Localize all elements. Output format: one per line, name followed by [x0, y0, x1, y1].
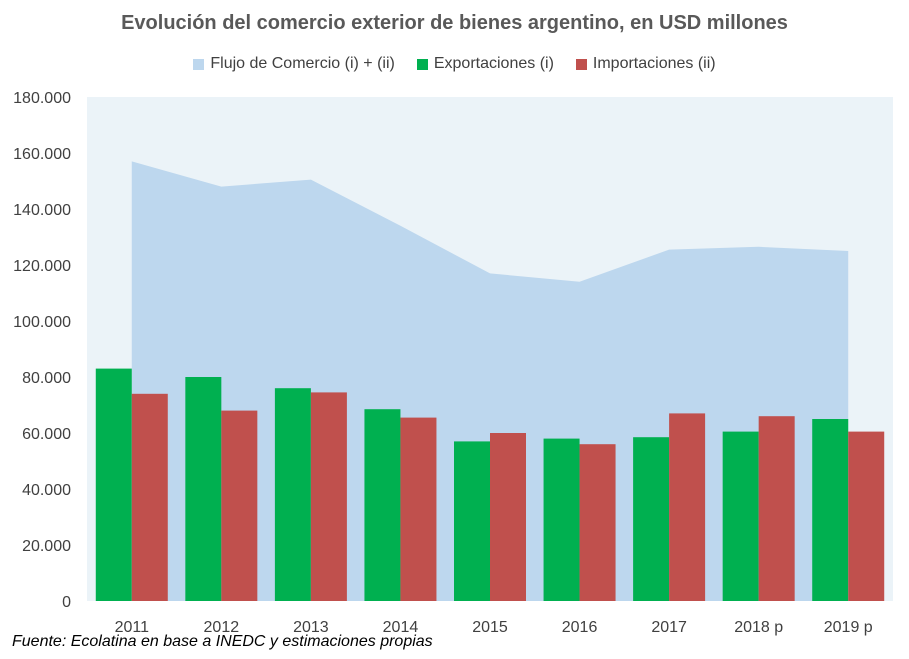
bar-importaciones-2016	[579, 444, 616, 601]
x-tick-label: 2017	[651, 619, 687, 636]
y-tick-label: 20.000	[22, 538, 71, 555]
y-tick-label: 120.000	[13, 258, 71, 275]
bar-importaciones-2011	[131, 393, 168, 601]
y-axis: 0 20.000 40.000 60.000 80.000 100.000 120.000 1…	[13, 90, 71, 611]
legend-swatch-exportaciones	[416, 58, 428, 70]
bars-layer	[95, 368, 885, 601]
bar-exportaciones-2014	[364, 409, 401, 601]
legend-swatch-flujo	[193, 58, 205, 70]
y-tick-label: 80.000	[22, 370, 71, 387]
x-tick-label: 2011	[115, 619, 150, 636]
legend-item-flujo: Flujo de Comercio (i) + (ii)	[193, 55, 395, 73]
source-note: Fuente: Ecolatina en base a INEDC y esti…	[12, 633, 433, 650]
legend-swatch-importaciones	[575, 58, 587, 70]
bar-exportaciones-2017	[633, 437, 670, 601]
y-tick-label: 160.000	[13, 146, 71, 163]
x-tick-label: 2012	[204, 619, 240, 636]
y-tick-label: 140.000	[13, 202, 71, 219]
bar-importaciones-2017	[669, 413, 706, 601]
y-tick-label: 180.000	[13, 90, 71, 107]
x-tick-label: 2019 p	[824, 619, 873, 636]
legend-label-importaciones: Importaciones (ii)	[592, 55, 716, 72]
x-tick-label: 2015	[472, 619, 508, 636]
chart-title: Evolución del comercio exterior de biene…	[121, 12, 788, 34]
bar-importaciones-2015	[490, 433, 526, 601]
bar-exportaciones-2016	[543, 438, 580, 601]
bar-importaciones-2019-p	[848, 431, 885, 601]
x-axis: 2011 2012 2013 2014 2015 2016 2017 2018 p 2019 p	[115, 619, 873, 636]
y-tick-label: 60.000	[22, 426, 71, 443]
x-tick-label: 2018 p	[734, 619, 783, 636]
legend-label-flujo: Flujo de Comercio (i) + (ii)	[210, 55, 395, 72]
bar-importaciones-2012	[221, 410, 258, 601]
bar-exportaciones-2019-p	[812, 419, 849, 601]
y-tick-label: 0	[62, 594, 71, 611]
chart-legend: Flujo de Comercio (i) + (ii) Exportacion…	[0, 55, 909, 73]
legend-item-exportaciones: Exportaciones (i)	[416, 55, 554, 73]
bar-exportaciones-2011	[95, 368, 132, 601]
bar-importaciones-2014	[400, 417, 437, 601]
legend-item-importaciones: Importaciones (ii)	[575, 55, 716, 73]
y-tick-label: 100.000	[13, 314, 71, 331]
y-tick-label: 40.000	[22, 482, 71, 499]
legend-label-exportaciones: Exportaciones (i)	[433, 55, 554, 72]
bar-exportaciones-2018-p	[722, 431, 759, 601]
bar-exportaciones-2013	[274, 388, 311, 601]
bar-importaciones-2018-p	[758, 416, 795, 601]
x-tick-label: 2016	[562, 619, 598, 636]
bar-exportaciones-2012	[185, 377, 222, 601]
x-tick-label: 2013	[293, 619, 329, 636]
bar-importaciones-2013	[310, 392, 347, 601]
bar-exportaciones-2015	[454, 441, 490, 601]
x-tick-label: 2014	[383, 619, 419, 636]
